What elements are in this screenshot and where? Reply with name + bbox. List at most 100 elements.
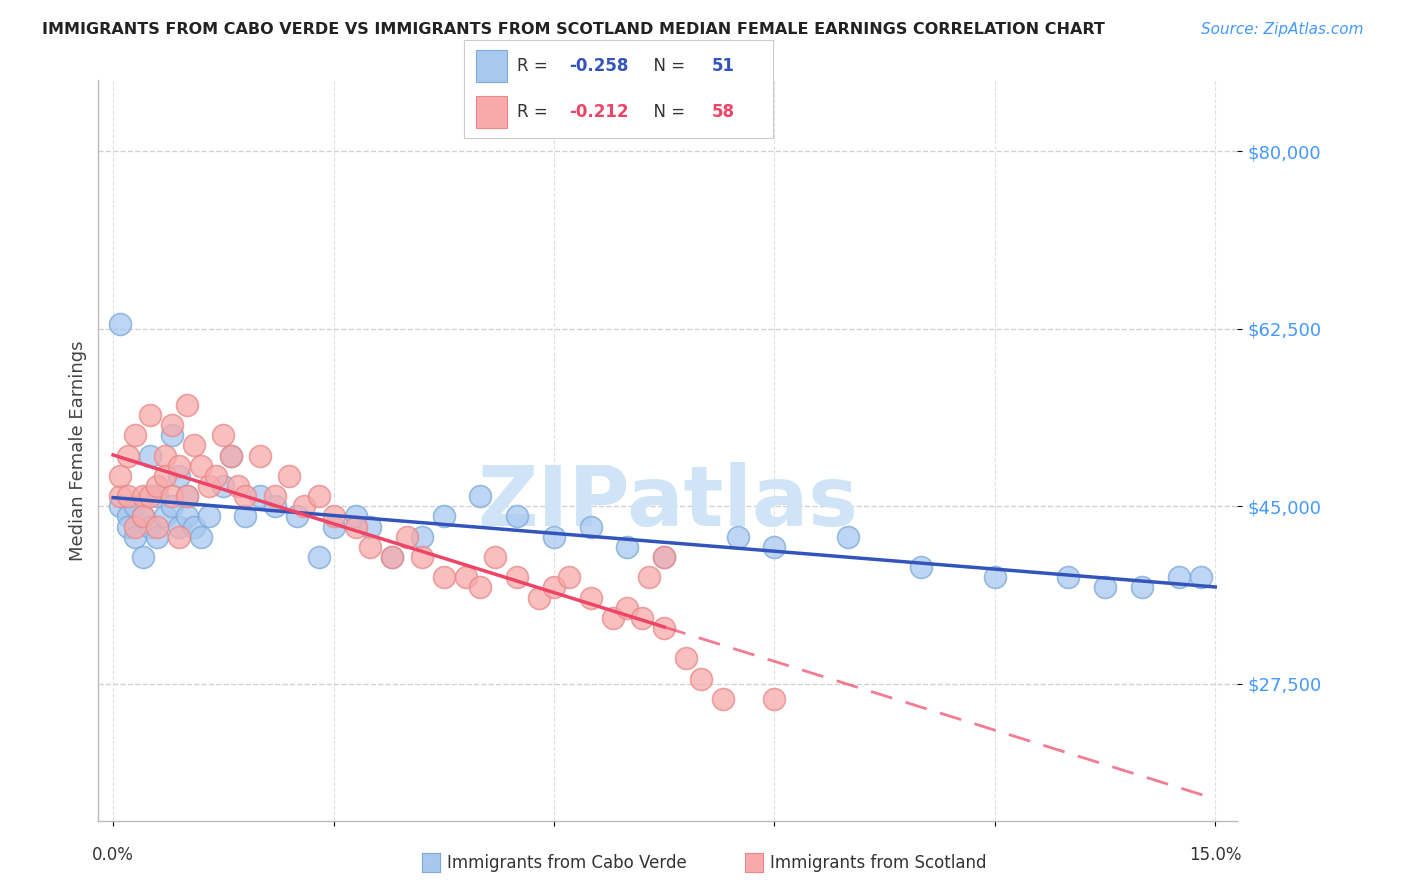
Point	[543, 530, 565, 544]
Text: ZIPatlas: ZIPatlas	[478, 462, 858, 543]
Point	[616, 600, 638, 615]
Point	[139, 519, 162, 533]
Point	[167, 468, 190, 483]
Point	[484, 549, 506, 564]
Point	[322, 509, 344, 524]
Point	[433, 570, 456, 584]
Point	[124, 500, 146, 514]
Text: R =: R =	[516, 103, 553, 121]
Point	[675, 651, 697, 665]
Text: N =: N =	[644, 103, 690, 121]
Point	[984, 570, 1007, 584]
Point	[131, 489, 153, 503]
Point	[139, 489, 162, 503]
Point	[263, 500, 285, 514]
Point	[470, 489, 492, 503]
Point	[183, 519, 205, 533]
Point	[602, 611, 624, 625]
Point	[454, 570, 477, 584]
Point	[529, 591, 551, 605]
Point	[110, 500, 132, 514]
Point	[197, 479, 219, 493]
Point	[837, 530, 859, 544]
Point	[124, 530, 146, 544]
Point	[359, 519, 381, 533]
Point	[1094, 580, 1116, 594]
Point	[139, 408, 162, 422]
Point	[543, 580, 565, 594]
Point	[117, 509, 139, 524]
Point	[110, 489, 132, 503]
Point	[1130, 580, 1153, 594]
Point	[557, 570, 579, 584]
Point	[470, 580, 492, 594]
Point	[711, 692, 734, 706]
Point	[124, 519, 146, 533]
Point	[167, 519, 190, 533]
Point	[763, 692, 786, 706]
Point	[359, 540, 381, 554]
Point	[278, 468, 301, 483]
Text: Source: ZipAtlas.com: Source: ZipAtlas.com	[1201, 22, 1364, 37]
Text: -0.212: -0.212	[569, 103, 628, 121]
Point	[176, 489, 198, 503]
Point	[506, 509, 529, 524]
Bar	[477, 96, 508, 128]
Point	[322, 519, 344, 533]
Point	[344, 519, 367, 533]
Point	[146, 530, 169, 544]
Point	[197, 509, 219, 524]
Point	[652, 621, 675, 635]
Point	[110, 468, 132, 483]
Point	[131, 549, 153, 564]
Point	[167, 458, 190, 473]
Point	[690, 672, 713, 686]
Point	[176, 489, 198, 503]
Point	[160, 418, 183, 433]
Point	[249, 489, 271, 503]
Point	[263, 489, 285, 503]
Point	[190, 530, 212, 544]
Point	[160, 500, 183, 514]
Point	[160, 428, 183, 442]
Point	[763, 540, 786, 554]
Point	[190, 458, 212, 473]
Point	[727, 530, 749, 544]
Point	[292, 500, 315, 514]
Text: Immigrants from Cabo Verde: Immigrants from Cabo Verde	[447, 854, 688, 871]
Point	[153, 509, 176, 524]
Point	[146, 479, 169, 493]
Point	[381, 549, 404, 564]
Point	[506, 570, 529, 584]
Point	[285, 509, 308, 524]
Y-axis label: Median Female Earnings: Median Female Earnings	[69, 340, 87, 561]
Point	[579, 591, 602, 605]
Point	[395, 530, 418, 544]
Point	[652, 549, 675, 564]
Point	[235, 489, 257, 503]
Point	[124, 428, 146, 442]
Point	[110, 317, 132, 331]
Point	[146, 489, 169, 503]
Bar	[477, 50, 508, 82]
Point	[176, 509, 198, 524]
Point	[344, 509, 367, 524]
Point	[131, 509, 153, 524]
Point	[205, 468, 228, 483]
Text: -0.258: -0.258	[569, 57, 628, 75]
Point	[219, 449, 242, 463]
Point	[226, 479, 249, 493]
Point	[616, 540, 638, 554]
Point	[176, 398, 198, 412]
Point	[117, 449, 139, 463]
Text: 15.0%: 15.0%	[1189, 846, 1241, 864]
Point	[249, 449, 271, 463]
Point	[167, 530, 190, 544]
Point	[411, 530, 433, 544]
Text: 0.0%: 0.0%	[93, 846, 134, 864]
Text: N =: N =	[644, 57, 690, 75]
Point	[579, 519, 602, 533]
Text: 58: 58	[711, 103, 734, 121]
Point	[212, 428, 235, 442]
Point	[1189, 570, 1212, 584]
